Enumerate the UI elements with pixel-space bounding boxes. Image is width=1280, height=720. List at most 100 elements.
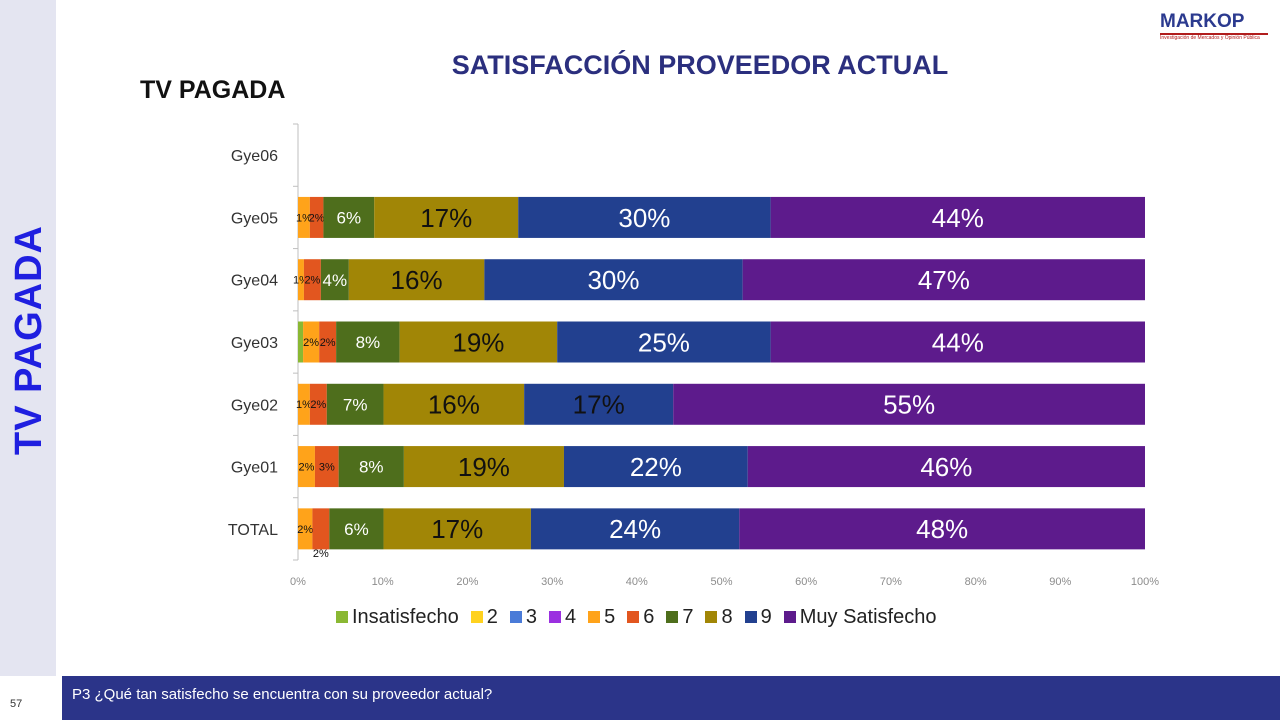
- category-label: Gye06: [231, 148, 278, 165]
- data-label: 2%: [310, 399, 326, 411]
- bar-segment: [518, 196, 771, 238]
- bar-segment: [383, 508, 531, 550]
- bar-segment: [319, 321, 337, 363]
- bar-segment: [298, 259, 304, 301]
- data-label: 17%: [420, 203, 472, 233]
- bar-segment: [326, 383, 384, 425]
- bar-segment: [530, 508, 740, 550]
- category-label: Gye02: [231, 397, 278, 414]
- legend-swatch: [666, 611, 679, 623]
- data-label: 30%: [618, 203, 670, 233]
- bar-segment: [563, 446, 748, 488]
- bar-segment: [323, 196, 375, 238]
- x-tick-label: 30%: [541, 576, 563, 588]
- data-label: 2%: [309, 212, 325, 224]
- legend-label: 6: [643, 605, 655, 628]
- side-title: TV PAGADA: [8, 225, 50, 455]
- bar-segment: [399, 321, 558, 363]
- legend-item: 7: [666, 606, 693, 629]
- legend-swatch: [548, 611, 561, 623]
- logo-rule: [1160, 33, 1268, 35]
- data-label: 16%: [428, 390, 480, 420]
- side-band: [0, 0, 56, 676]
- legend-label: 7: [682, 605, 694, 628]
- legend-swatch: [588, 611, 601, 623]
- x-tick-label: 20%: [456, 576, 478, 588]
- bar-segment: [303, 259, 321, 301]
- data-label: 2%: [299, 462, 315, 474]
- legend-swatch: [336, 611, 348, 623]
- bar-segment: [742, 259, 1145, 301]
- logo-name: MARKOP: [1160, 11, 1245, 32]
- data-label: 22%: [630, 452, 682, 482]
- data-label: 2%: [304, 275, 320, 287]
- bar-segment: [298, 508, 313, 550]
- legend-label: 4: [564, 605, 577, 628]
- bar-segment: [403, 446, 564, 488]
- category-label: Gye05: [231, 210, 278, 227]
- stacked-bar-chart: Gye06 Gye05 Gye04 Gye03 Gye02 Gye01 TOTAL 0% 10%…: [228, 123, 1159, 588]
- footer-bar: P3 ¿Qué tan satisfecho se encuentra con …: [62, 676, 1280, 720]
- data-label: 2%: [320, 337, 336, 349]
- bar-segment: [383, 383, 525, 425]
- legend-item: 9: [744, 606, 772, 629]
- category-label: Gye03: [231, 335, 278, 352]
- data-label: 17%: [431, 514, 483, 544]
- category-label: Gye01: [231, 460, 278, 477]
- legend-swatch: [744, 611, 757, 623]
- data-label: 2%: [297, 524, 313, 536]
- data-label: 1%: [296, 399, 312, 411]
- data-label: 4%: [323, 271, 348, 290]
- data-label: 6%: [344, 520, 369, 539]
- data-label: 30%: [587, 265, 639, 295]
- data-label: 1%: [296, 212, 312, 224]
- x-tick-label: 70%: [880, 576, 902, 588]
- legend-swatch: [783, 611, 796, 623]
- x-tick-label: 0%: [290, 576, 306, 588]
- data-label: 6%: [337, 209, 362, 228]
- data-label: 47%: [918, 265, 970, 295]
- bar-segment: [309, 196, 324, 238]
- category-label: TOTAL: [228, 522, 278, 539]
- category-label: Gye04: [231, 273, 278, 290]
- data-label: 16%: [391, 265, 443, 295]
- markop-logo: MARKOP Investigación de Mercados y Opini…: [1160, 12, 1268, 44]
- bar-segment: [298, 196, 310, 238]
- bar-segment: [320, 259, 349, 301]
- legend-swatch: [509, 611, 522, 623]
- data-label: 48%: [916, 514, 968, 544]
- bar-segment: [673, 383, 1145, 425]
- data-label: 55%: [883, 390, 935, 420]
- x-tick-label: 80%: [965, 576, 987, 588]
- data-label: 2%: [303, 337, 319, 349]
- bar-segment: [739, 508, 1145, 550]
- bar-segment: [747, 446, 1145, 488]
- data-label: 44%: [932, 203, 984, 233]
- page-subtitle: TV PAGADA: [140, 76, 286, 104]
- data-label: 8%: [359, 458, 384, 477]
- footer-question: P3 ¿Qué tan satisfecho se encuentra con …: [72, 686, 493, 703]
- legend-item: 8: [705, 606, 733, 629]
- page-title: SATISFACCIÓN PROVEEDOR ACTUAL: [451, 50, 949, 80]
- legend-swatch: [470, 611, 483, 623]
- bar-segment: [770, 196, 1145, 238]
- data-label: 25%: [638, 327, 690, 357]
- chart-legend: Insatisfecho 2 3 4 5 6 7 8 9 Muy Satisfecho: [336, 604, 936, 630]
- legend-item: 3: [509, 606, 537, 629]
- data-label: 7%: [343, 395, 368, 414]
- bar-segment: [298, 446, 315, 488]
- bar-segment: [298, 383, 310, 425]
- data-label: 2%: [313, 548, 329, 560]
- data-label: 19%: [458, 452, 510, 482]
- data-label: 24%: [609, 514, 661, 544]
- data-label: 19%: [452, 327, 504, 357]
- legend-label: Insatisfecho: [352, 605, 459, 628]
- legend-item: 5: [588, 606, 615, 629]
- x-tick-label: 60%: [795, 576, 817, 588]
- legend-item: 4: [548, 605, 577, 629]
- x-tick-label: 40%: [626, 576, 648, 588]
- bar-segment: [314, 446, 339, 488]
- x-tick-label: 50%: [710, 576, 732, 588]
- bar-segment: [298, 321, 304, 363]
- bar-segment: [338, 446, 404, 488]
